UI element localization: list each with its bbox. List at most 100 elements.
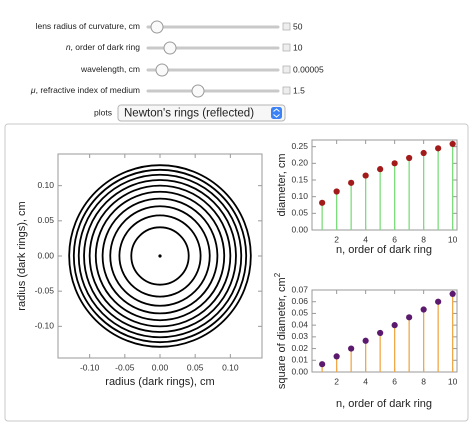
x-tick-label: 10 [448,376,458,386]
point [319,199,326,206]
expand-button[interactable] [282,22,291,31]
point [420,306,427,313]
dark-ring [68,164,252,348]
point [319,361,326,368]
control-label: n, order of dark ring [66,42,140,52]
point [348,345,355,352]
slider-thumb[interactable] [191,84,205,98]
control-symbol: n [66,42,71,52]
control-label: μ, refractive index of medium [30,85,140,95]
y-tick-label: 0.04 [291,319,308,329]
y-axis-label: diameter, cm [276,154,288,217]
y-tick-label: 0.05 [291,308,308,318]
y-tick-label: 0.00 [291,224,308,234]
control-label-text: wavelength, cm [80,64,140,74]
output-panel [4,123,469,422]
point [333,353,340,360]
expand-button[interactable] [282,65,291,74]
point [391,322,398,329]
x-tick-label: 0.10 [222,362,239,372]
y-tick-label: 0.15 [291,174,308,184]
x-tick-label: 2 [334,234,339,244]
y-axis-label-text: square of diameter, cm [276,277,288,389]
control-label: lens radius of curvature, cm [36,21,140,31]
slider-thumb[interactable] [155,63,169,77]
dark-ring [83,179,237,333]
x-tick-label: 2 [334,376,339,386]
y-tick-label: 0.05 [291,208,308,218]
dark-ring [109,205,211,307]
point [333,188,340,195]
dark-ring [72,168,248,344]
control-value: 1.5 [293,85,305,95]
x-tick-label: 10 [448,234,458,244]
control-value: 10 [293,42,303,52]
dark-ring [101,197,219,315]
y-tick-label: 0.00 [37,250,54,260]
y-tick-label: 0.05 [37,215,54,225]
point [348,179,355,186]
slider-thumb[interactable] [163,41,177,55]
y-tick-label: 0.10 [291,191,308,201]
dark-ring [94,190,226,322]
slider-thumb[interactable] [150,20,164,34]
x-tick-label: 8 [421,234,426,244]
point [377,166,384,173]
expand-button[interactable] [282,43,291,52]
center-dot [158,254,162,258]
plot-frame [311,139,458,231]
x-tick-label: 6 [392,376,397,386]
point [435,145,442,152]
y-tick-label: -0.10 [35,321,55,331]
y-tick-label: -0.05 [35,285,55,295]
y-tick-label: 0.07 [291,284,308,294]
plots-label: plots [94,107,112,117]
y-tick-label: 0.25 [291,141,308,151]
x-axis-label: n, order of dark ring [336,398,432,410]
point [362,337,369,344]
point [420,149,427,157]
y-tick-label: 0.02 [291,343,308,353]
x-tick-label: 6 [392,234,397,244]
dark-ring [77,173,243,339]
control-value: 50 [293,21,303,31]
y-tick-label: 0.10 [37,180,54,190]
dark-ring [130,226,190,286]
plots-dropdown-value: Newton's rings (reflected) [124,108,254,120]
point [406,314,413,321]
y-tick-label: 0.03 [291,331,308,341]
y-axis-label: radius (dark rings), cm [16,201,28,310]
y-axis-label-sup: 2 [273,272,282,277]
y-tick-label: 0.01 [291,355,308,365]
y-tick-label: 0.20 [291,158,308,168]
dark-ring [88,184,232,328]
x-tick-label: 8 [421,376,426,386]
x-axis-label: n, order of dark ring [336,244,432,256]
control-label: wavelength, cm [80,64,140,74]
x-tick-label: 4 [363,234,368,244]
control-label-text: , refractive index of medium [36,85,140,95]
point [362,172,369,179]
x-tick-label: -0.05 [115,362,135,372]
point [435,298,442,305]
control-label-text: , order of dark ring [71,42,141,52]
point [377,329,384,337]
x-tick-label: 4 [363,376,368,386]
x-axis-label: radius (dark rings), cm [105,376,214,388]
expand-button[interactable] [282,86,291,95]
dark-ring [118,214,202,298]
x-tick-label: -0.10 [80,362,100,372]
control-symbol: μ [30,85,36,95]
dropdown-arrow[interactable] [271,107,282,119]
plots-dropdown[interactable] [117,104,286,122]
y-tick-label: 0.06 [291,296,308,306]
control-label-text: lens radius of curvature, cm [36,21,140,31]
point [391,160,398,167]
point [449,290,456,298]
x-tick-label: 0.00 [152,362,169,372]
point [406,154,413,162]
x-tick-label: 0.05 [187,362,204,372]
y-tick-label: 0.00 [291,366,308,376]
dropdown-arrow-icon [273,108,280,118]
